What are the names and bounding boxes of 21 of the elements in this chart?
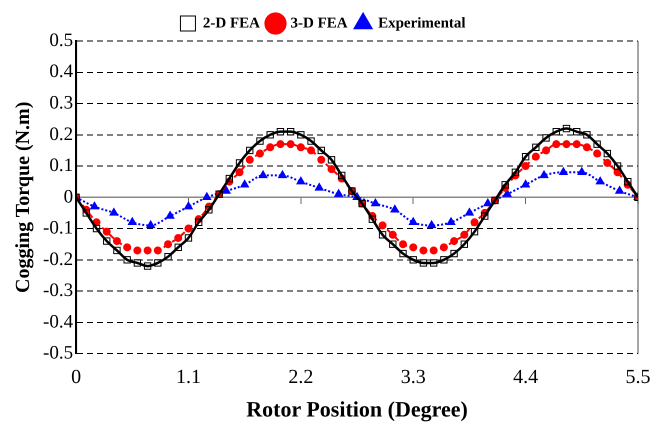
- x-axis-title: Rotor Position (Degree): [246, 396, 468, 422]
- x-tick-label: 5.5: [626, 366, 650, 388]
- y-tick-label: 0.2: [49, 124, 74, 145]
- x-tick-label: 1.1: [176, 366, 201, 388]
- legend-label: Experimental: [378, 15, 466, 32]
- y-tick-label: 0.3: [49, 92, 74, 114]
- y-tick-label: -0.5: [43, 342, 74, 364]
- y-tick-label: -0.1: [43, 218, 74, 239]
- x-tick-label: 4.4: [513, 366, 538, 388]
- legend-label: 3-D FEA: [290, 15, 348, 32]
- y-tick-label: -0.3: [43, 280, 74, 302]
- x-tick-label: 3.3: [400, 366, 426, 388]
- y-tick-label: 0.4: [49, 61, 74, 82]
- y-tick-label: 0: [64, 186, 74, 208]
- x-tick-label: 2.2: [288, 366, 314, 388]
- y-axis-title: Cogging Torque (N.m): [12, 102, 34, 293]
- y-tick-label: 0.1: [49, 155, 74, 176]
- y-tick-label: -0.4: [43, 311, 74, 332]
- y-tick-label: -0.2: [43, 248, 74, 270]
- legend-label: 2-D FEA: [202, 15, 260, 32]
- y-tick-label: 0.5: [49, 30, 74, 51]
